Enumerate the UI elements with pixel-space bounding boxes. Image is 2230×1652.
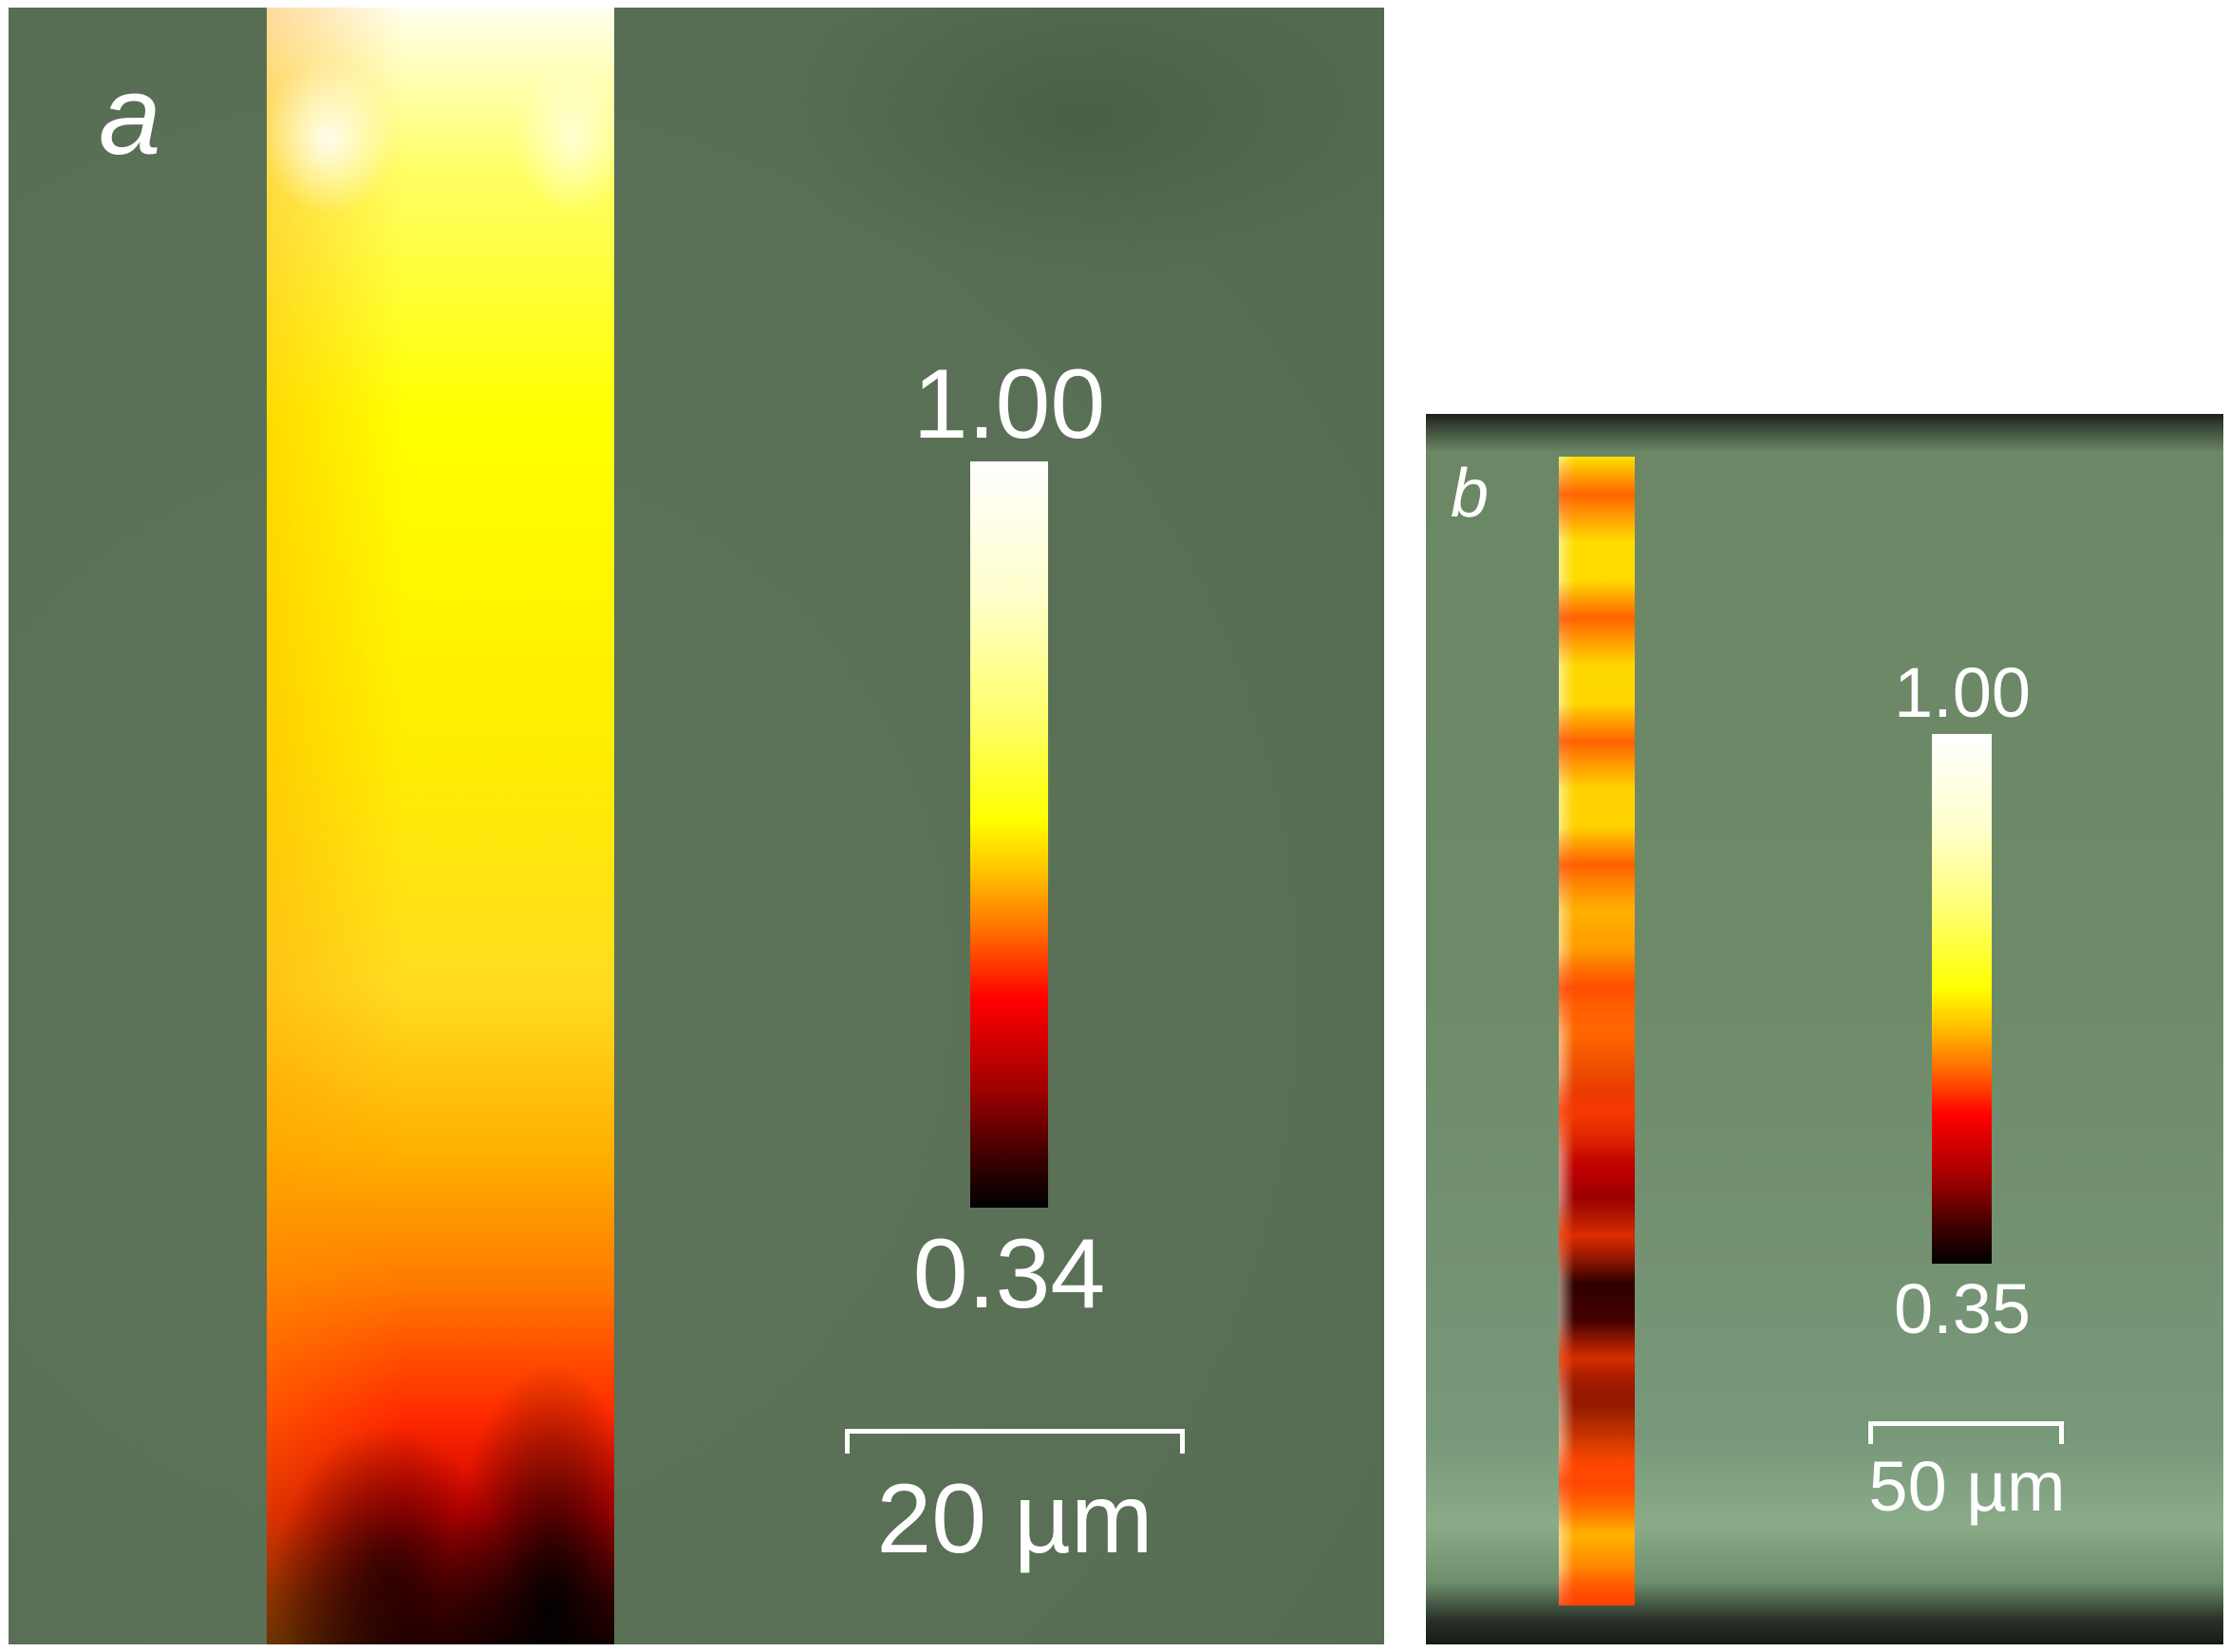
colorbar-a-max-label: 1.00 [912,349,1106,460]
scale-bar-b [1868,1421,2064,1444]
scale-bar-a [845,1429,1185,1454]
panel-a-micrograph: a 1.00 0.34 20 µm [9,8,1384,1644]
background-shadow [768,8,1384,283]
heatmap-strip-a [267,8,614,1644]
scale-bar-a-label: 20 µm [876,1464,1153,1574]
colorbar-a [970,461,1048,1208]
colorbar-b [1932,734,1992,1264]
panel-b-micrograph: b 1.00 0.35 50 µm [1426,414,2223,1644]
panel-label-a: a [99,53,161,178]
heatmap-strip-b [1559,457,1635,1605]
scale-bar-b-label: 50 µm [1868,1447,2066,1526]
panel-label-b: b [1451,456,1490,532]
colorbar-b-max-label: 1.00 [1893,653,2032,732]
colorbar-b-min-label: 0.35 [1893,1269,2032,1348]
colorbar-a-min-label: 0.34 [912,1219,1106,1329]
